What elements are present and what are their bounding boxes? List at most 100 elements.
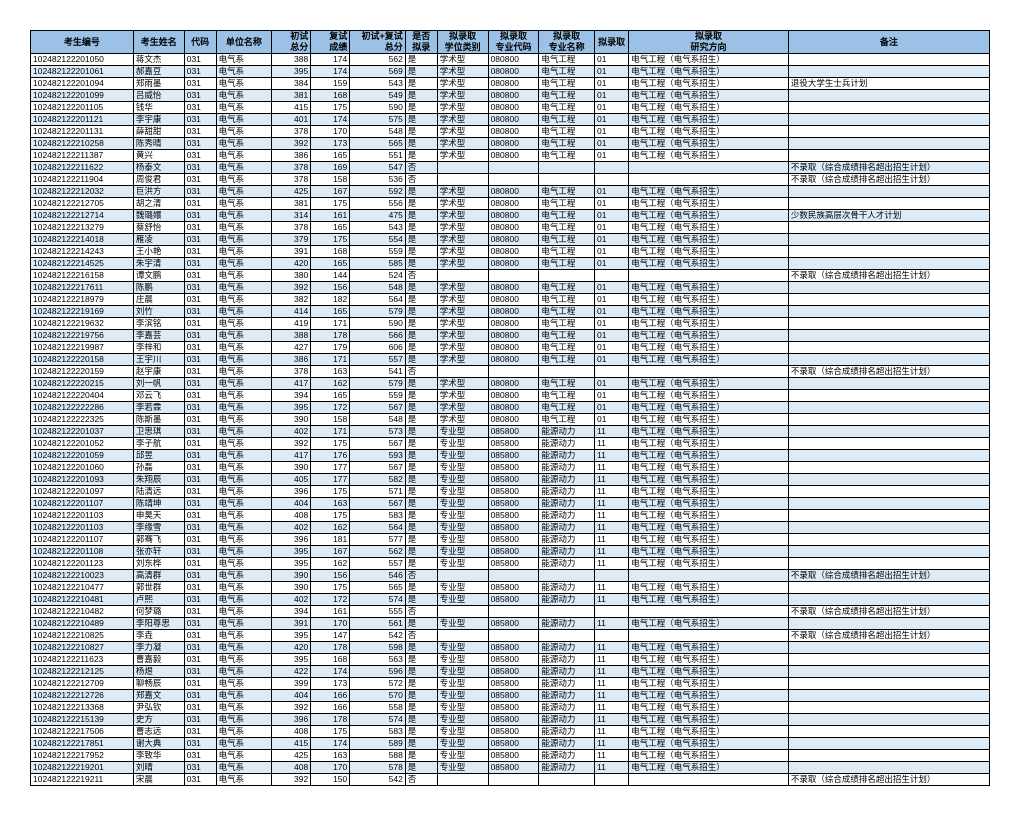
cell: 080800 (488, 222, 539, 234)
cell: 031 (184, 414, 216, 426)
cell: 102482122210481 (31, 594, 134, 606)
cell: 402 (272, 594, 311, 606)
cell (629, 774, 789, 786)
cell: 专业型 (437, 690, 488, 702)
cell: 刘一帆 (133, 378, 184, 390)
cell (788, 750, 989, 762)
cell: 402 (272, 426, 311, 438)
cell: 电气工程（电气系招生） (629, 534, 789, 546)
cell: 刘竹 (133, 306, 184, 318)
cell: 邓云飞 (133, 390, 184, 402)
cell: 174 (311, 666, 350, 678)
cell (594, 570, 628, 582)
cell (629, 606, 789, 618)
header-col-8: 拟录取学位类别 (437, 31, 488, 54)
table-row: 102482122201131薛甜甜031电气系378170548是学术型080… (31, 126, 990, 138)
cell: 179 (311, 342, 350, 354)
cell: 专业型 (437, 750, 488, 762)
cell: 学术型 (437, 246, 488, 258)
cell: 420 (272, 642, 311, 654)
cell: 卫思琪 (133, 426, 184, 438)
cell: 167 (311, 186, 350, 198)
cell: 电气系 (216, 666, 272, 678)
cell (788, 306, 989, 318)
cell (788, 294, 989, 306)
cell: 是 (405, 510, 437, 522)
cell: 567 (350, 462, 406, 474)
table-row: 102482122210489李阳尊思031电气系391170561是专业型08… (31, 618, 990, 630)
table-row: 102482122210023高清群031电气系390156546否不录取（综合… (31, 570, 990, 582)
cell: 031 (184, 90, 216, 102)
cell: 031 (184, 102, 216, 114)
cell: 曹志远 (133, 726, 184, 738)
cell (788, 726, 989, 738)
cell: 031 (184, 114, 216, 126)
cell: 582 (350, 474, 406, 486)
cell (594, 774, 628, 786)
cell: 01 (594, 198, 628, 210)
cell: 557 (350, 354, 406, 366)
cell: 电气工程 (539, 150, 595, 162)
cell: 电气系 (216, 78, 272, 90)
cell: 电气工程 (539, 258, 595, 270)
cell: 01 (594, 102, 628, 114)
cell: 不录取（综合成绩排名超出招生计划） (788, 630, 989, 642)
cell: 102482122201094 (31, 78, 134, 90)
cell: 156 (311, 282, 350, 294)
cell: 是 (405, 666, 437, 678)
cell: 电气系 (216, 54, 272, 66)
table-row: 102482122201105钱华031电气系415175590是学术型0808… (31, 102, 990, 114)
cell: 电气系 (216, 774, 272, 786)
cell: 学术型 (437, 354, 488, 366)
cell (437, 162, 488, 174)
cell (788, 474, 989, 486)
cell: 电气工程 (539, 378, 595, 390)
cell: 170 (311, 618, 350, 630)
cell: 能源动力 (539, 678, 595, 690)
cell: 电气工程（电气系招生） (629, 402, 789, 414)
cell: 电气工程（电气系招生） (629, 342, 789, 354)
cell: 能源动力 (539, 642, 595, 654)
cell: 陈靖坤 (133, 498, 184, 510)
cell: 080800 (488, 66, 539, 78)
cell: 是 (405, 654, 437, 666)
cell: 电气工程 (539, 66, 595, 78)
cell: 是 (405, 210, 437, 222)
cell (788, 666, 989, 678)
cell: 蒋文杰 (133, 54, 184, 66)
cell: 能源动力 (539, 450, 595, 462)
cell: 427 (272, 342, 311, 354)
cell: 161 (311, 606, 350, 618)
cell: 尹弘钦 (133, 702, 184, 714)
cell: 085800 (488, 486, 539, 498)
cell: 11 (594, 522, 628, 534)
cell: 专业型 (437, 510, 488, 522)
cell: 031 (184, 546, 216, 558)
cell: 学术型 (437, 414, 488, 426)
cell: 031 (184, 390, 216, 402)
cell: 031 (184, 258, 216, 270)
cell: 541 (350, 366, 406, 378)
cell: 学术型 (437, 258, 488, 270)
cell: 专业型 (437, 462, 488, 474)
cell: 566 (350, 330, 406, 342)
table-row: 102482122201121李宇康031电气系401174575是学术型080… (31, 114, 990, 126)
cell: 01 (594, 66, 628, 78)
cell: 102482122201108 (31, 546, 134, 558)
table-header-row: 考生编号考生姓名代码单位名称初试总分复试成绩初试+复试总分是否拟录拟录取学位类别… (31, 31, 990, 54)
cell (488, 570, 539, 582)
cell: 150 (311, 774, 350, 786)
table-row: 102482122212125杨煜031电气系422174596是专业型0858… (31, 666, 990, 678)
cell: 郑雨墨 (133, 78, 184, 90)
cell: 415 (272, 738, 311, 750)
cell: 575 (350, 114, 406, 126)
cell (488, 162, 539, 174)
table-row: 102482122211623曹嘉毅031电气系395168563是专业型085… (31, 654, 990, 666)
cell (488, 366, 539, 378)
cell: 专业型 (437, 594, 488, 606)
cell: 102482122201050 (31, 54, 134, 66)
cell: 080800 (488, 198, 539, 210)
cell: 学术型 (437, 90, 488, 102)
cell: 电气工程 (539, 282, 595, 294)
cell: 不录取（综合成绩排名超出招生计划） (788, 174, 989, 186)
